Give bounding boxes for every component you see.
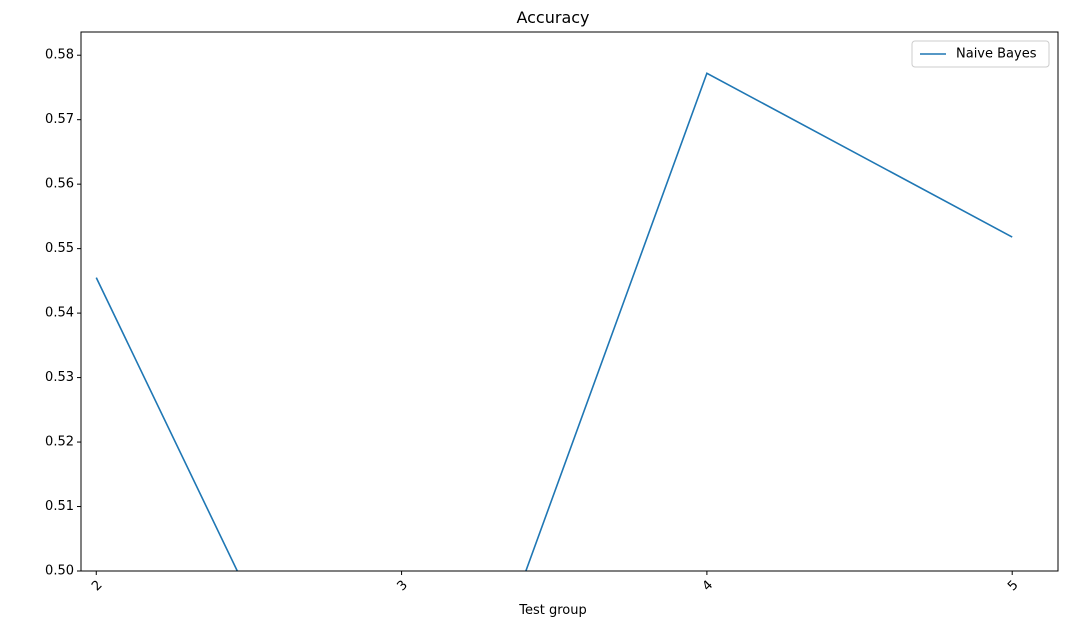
- y-tick-label: 0.53: [45, 370, 74, 385]
- y-tick-label: 0.52: [45, 435, 74, 450]
- chart-title: Accuracy: [516, 8, 589, 27]
- x-tick-label: 3: [394, 578, 410, 594]
- plot-frame: [80, 31, 1059, 572]
- x-tick-label: 5: [1005, 578, 1021, 594]
- x-tick-label: 4: [700, 578, 716, 594]
- y-tick-label: 0.58: [45, 48, 74, 63]
- y-tick-label: 0.56: [45, 177, 74, 192]
- line-series: [95, 72, 1013, 571]
- plot-area: [95, 72, 1013, 571]
- x-tick-label: 2: [89, 578, 105, 594]
- y-tick-label: 0.51: [45, 499, 74, 514]
- legend-box: [911, 40, 1050, 68]
- y-tick-label: 0.54: [45, 306, 74, 321]
- y-tick-label: 0.55: [45, 241, 74, 256]
- y-tick-label: 0.57: [45, 112, 74, 127]
- x-axis-label: Test group: [518, 603, 587, 618]
- legend-label: Naive Bayes: [956, 47, 1037, 62]
- y-tick-label: 0.50: [45, 564, 74, 579]
